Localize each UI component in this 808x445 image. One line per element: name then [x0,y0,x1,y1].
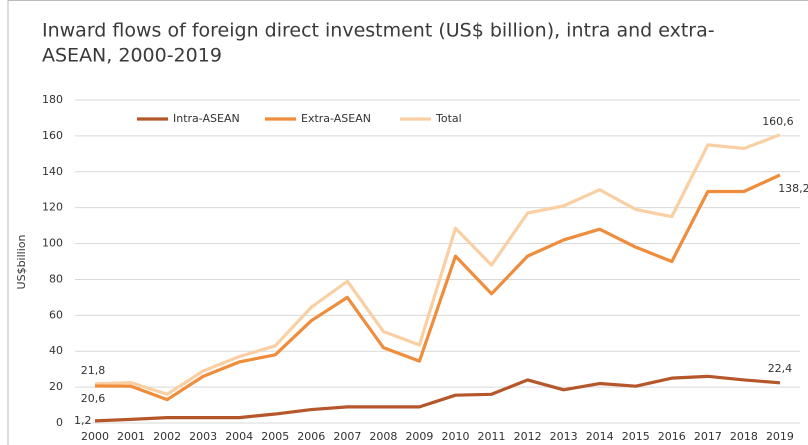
y-tick-label: 60 [49,308,63,321]
x-tick-label: 2006 [297,430,325,443]
y-tick-label: 180 [42,93,63,106]
x-tick-label: 2010 [442,430,470,443]
x-tick-label: 2008 [369,430,397,443]
x-tick-label: 2016 [658,430,686,443]
y-tick-label: 80 [49,272,63,285]
x-tick-label: 2011 [478,430,506,443]
data-label: 20,6 [81,392,106,405]
data-label: 22,4 [768,362,793,375]
y-tick-label: 100 [42,237,63,250]
y-tick-label: 120 [42,201,63,214]
legend-label: Intra-ASEAN [173,112,240,125]
x-tick-label: 2014 [586,430,614,443]
legend-label: Total [435,112,462,125]
x-tick-label: 2000 [81,430,109,443]
y-tick-label: 0 [56,416,63,429]
series-line [94,173,781,402]
x-tick-label: 2007 [333,430,361,443]
x-tick-label: 2015 [622,430,650,443]
y-tick-label: 20 [49,380,63,393]
x-tick-label: 2003 [189,430,217,443]
y-tick-label: 140 [42,165,63,178]
chart-title: ASEAN, 2000-2019 [42,45,222,67]
data-label: 21,8 [81,364,106,377]
x-tick-label: 2009 [405,430,433,443]
data-label: 160,6 [762,115,794,128]
x-tick-label: 2018 [730,430,758,443]
y-tick-label: 40 [49,344,63,357]
y-axis-label: US$billion [15,235,28,290]
chart-title: Inward flows of foreign direct investmen… [42,20,715,42]
x-tick-label: 2002 [153,430,181,443]
data-label: 138,2 [778,182,808,195]
data-label: 1,2 [74,414,92,427]
series-line [94,133,781,396]
x-tick-label: 2017 [694,430,722,443]
legend-label: Extra-ASEAN [301,112,371,125]
x-tick-label: 2001 [117,430,145,443]
x-tick-label: 2005 [261,430,289,443]
x-tick-label: 2012 [514,430,542,443]
series-line [94,374,781,423]
y-tick-label: 160 [42,129,63,142]
x-tick-label: 2019 [766,430,794,443]
x-tick-label: 2013 [550,430,578,443]
x-tick-label: 2004 [225,430,253,443]
